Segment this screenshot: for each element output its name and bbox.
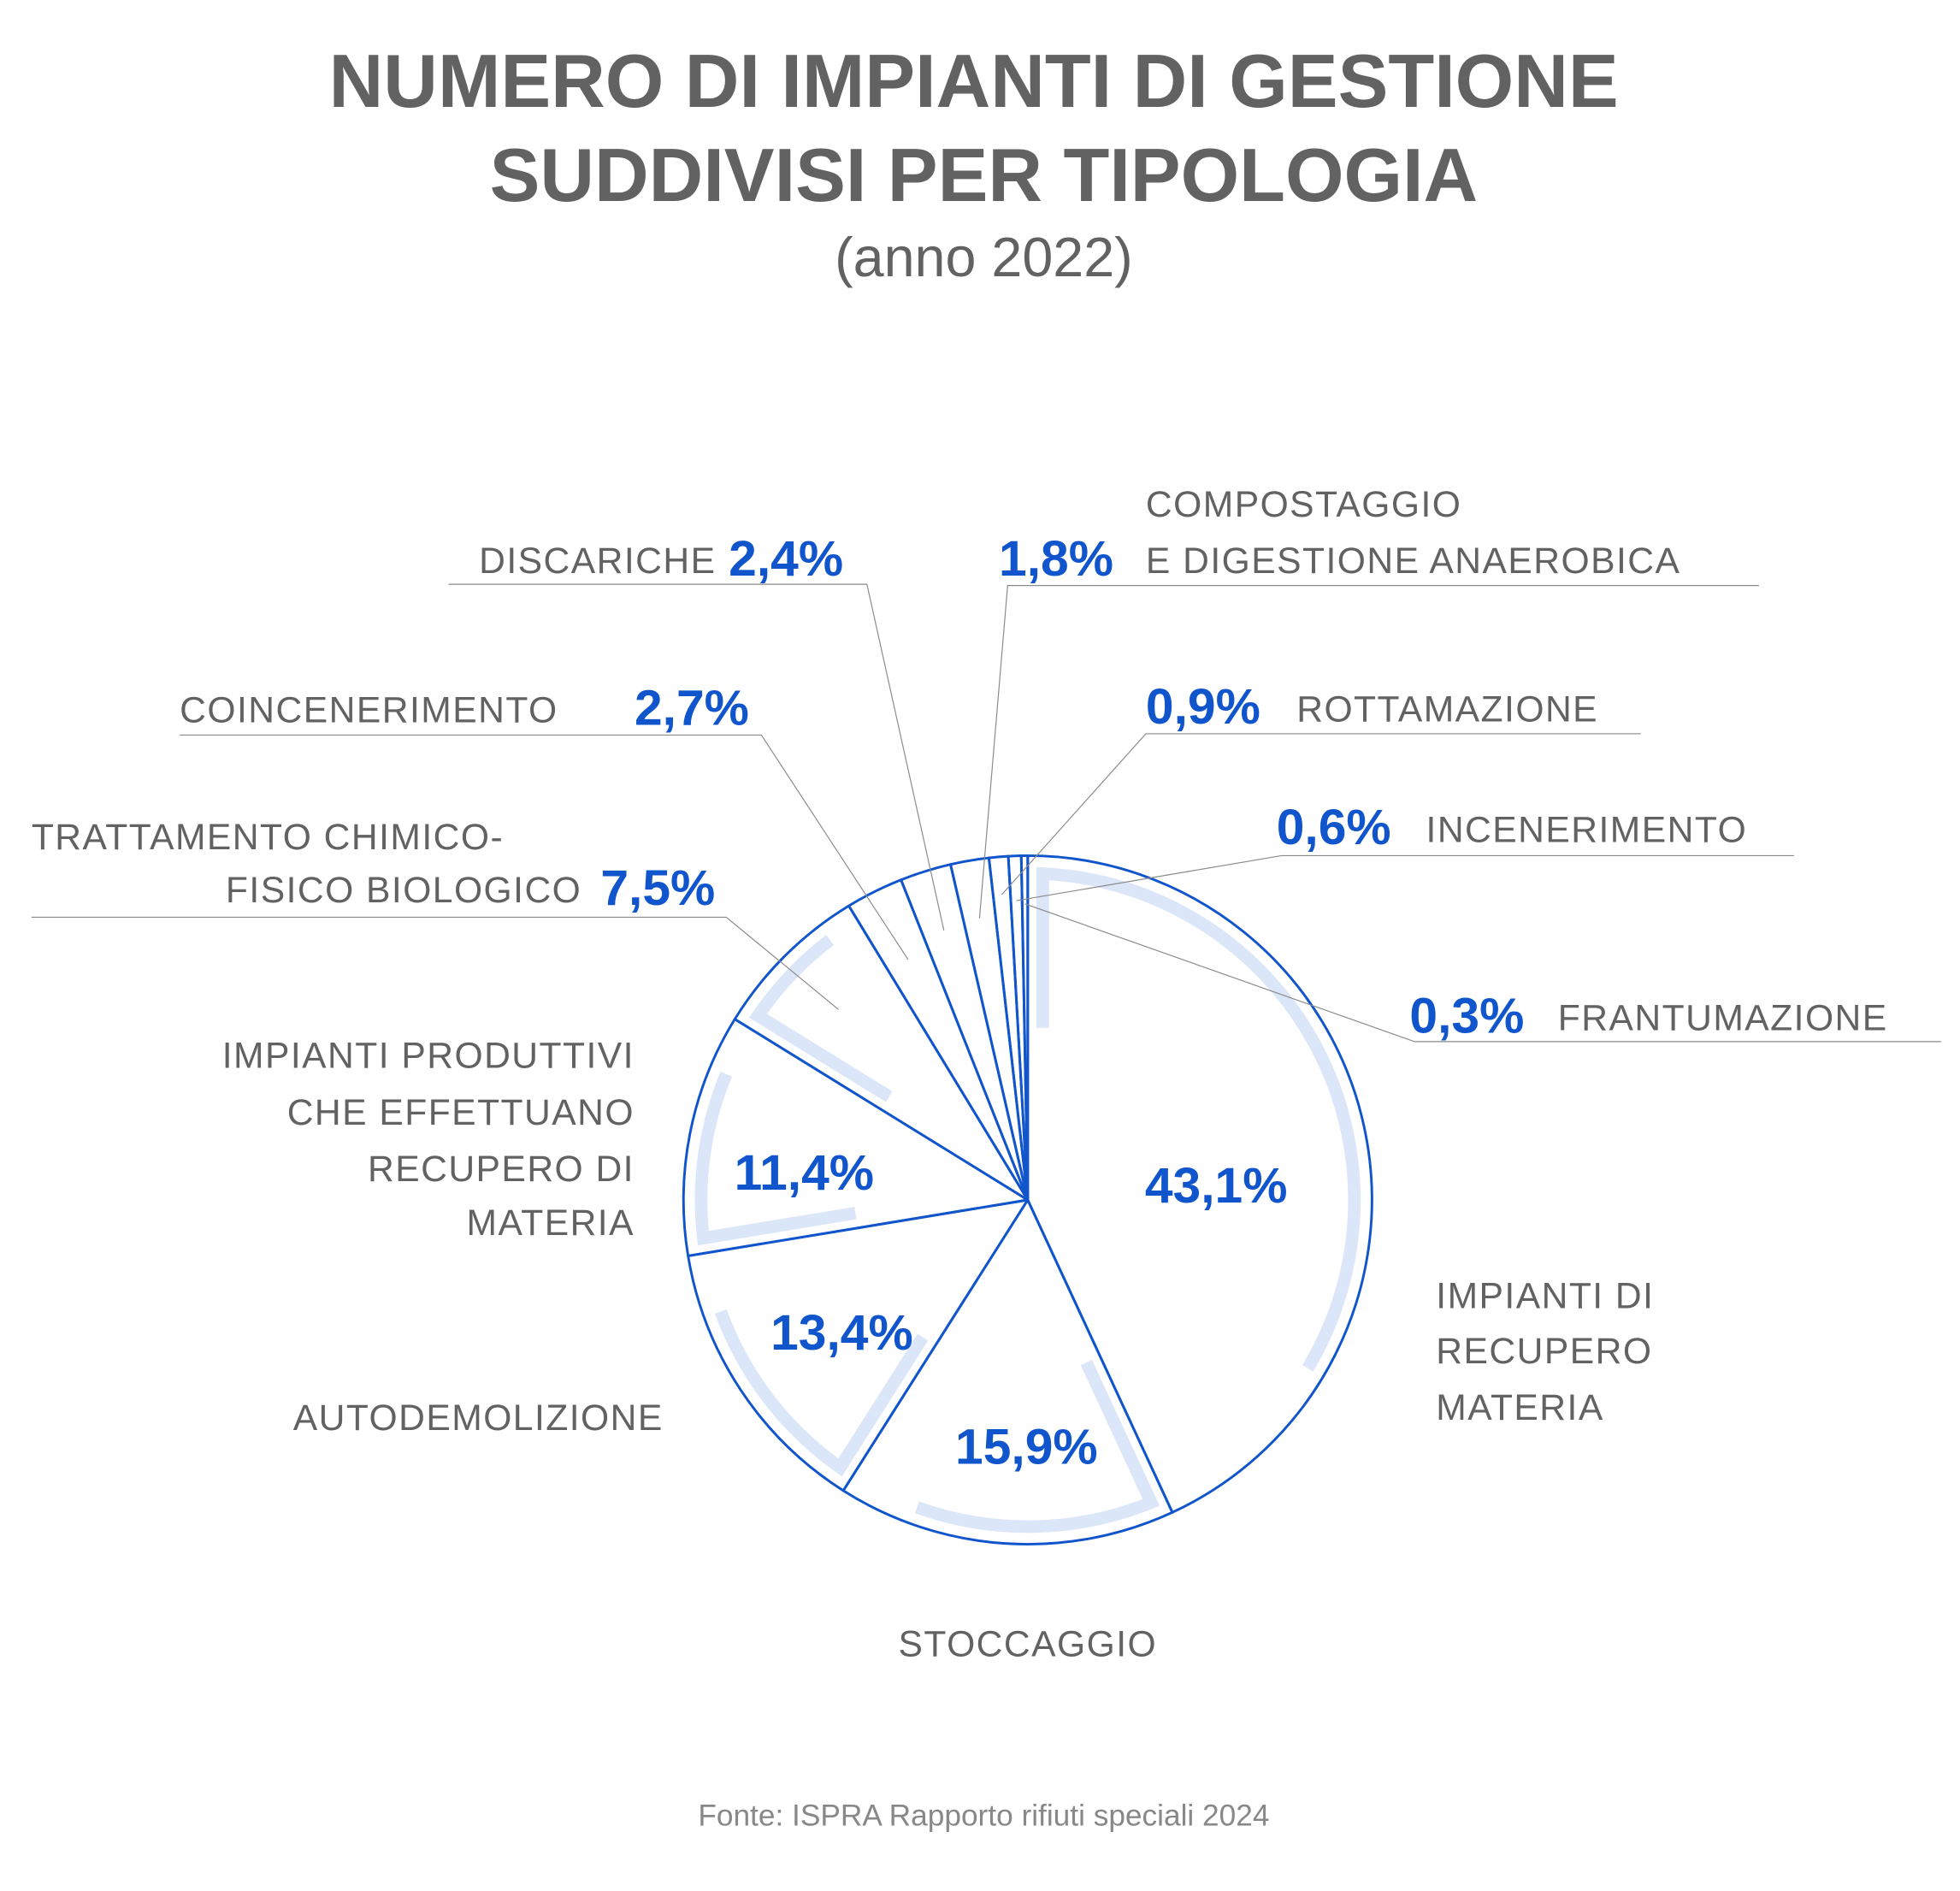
pie-slice	[847, 878, 1030, 1202]
svg-text:COINCENERIMENTO: COINCENERIMENTO	[180, 690, 558, 731]
svg-text:MATERIA: MATERIA	[1436, 1387, 1603, 1428]
pie-slice	[687, 1198, 1030, 1492]
pie-slice	[1019, 854, 1030, 1202]
pct-label-impianti-produttivi: 11,4%	[735, 1145, 874, 1201]
svg-text:0,9%: 0,9%	[1146, 679, 1260, 735]
svg-text:7,5%: 7,5%	[600, 860, 715, 916]
svg-text:IMPIANTI PRODUTTIVI: IMPIANTI PRODUTTIVI	[222, 1036, 635, 1077]
svg-text:FRANTUMAZIONE: FRANTUMAZIONE	[1558, 998, 1888, 1039]
pie-slice	[949, 856, 1030, 1202]
svg-text:2,7%: 2,7%	[635, 681, 749, 736]
svg-text:DISCARICHE: DISCARICHE	[479, 541, 716, 582]
chart-title-line2: SUDDIVISI PER TIPOLOGIA	[490, 133, 1479, 217]
leader-line	[978, 585, 1759, 919]
pie-slice	[733, 904, 1030, 1202]
svg-text:INCENERIMENTO: INCENERIMENTO	[1426, 809, 1748, 850]
label-discariche: DISCARICHE 2,4%	[479, 531, 843, 587]
label-compostaggio: 1,8% COMPOSTAGGIO E DIGESTIONE ANAEROBIC…	[999, 484, 1680, 587]
pie-slice	[841, 1198, 1174, 1545]
svg-text:FISICO BIOLOGICO: FISICO BIOLOGICO	[226, 870, 582, 911]
slice-highlight	[748, 935, 893, 1102]
label-coincenerimento: COINCENERIMENTO 2,7%	[180, 681, 749, 736]
label-autodemolizione: AUTODEMOLIZIONE	[293, 1398, 664, 1439]
svg-text:RECUPERO DI: RECUPERO DI	[368, 1149, 635, 1190]
label-impianti-produttivi: IMPIANTI PRODUTTIVI CHE EFFETTUANO RECUP…	[222, 1036, 635, 1244]
label-frantumazione: 0,3% FRANTUMAZIONE	[1409, 989, 1888, 1044]
svg-text:E DIGESTIONE ANAEROBICA: E DIGESTIONE ANAEROBICA	[1146, 541, 1681, 582]
svg-text:0,3%: 0,3%	[1409, 989, 1524, 1044]
svg-text:TRATTAMENTO CHIMICO-: TRATTAMENTO CHIMICO-	[32, 817, 504, 858]
slice-highlight	[694, 1072, 857, 1246]
leader-line	[448, 583, 945, 931]
svg-text:2,4%: 2,4%	[729, 531, 843, 587]
label-stoccaggio: STOCCAGGIO	[899, 1623, 1158, 1664]
slice-highlight	[714, 1309, 929, 1477]
chart-subtitle: (anno 2022)	[835, 226, 1133, 288]
svg-text:MATERIA: MATERIA	[467, 1203, 635, 1244]
pct-label-stoccaggio: 15,9%	[955, 1420, 1098, 1475]
svg-text:COMPOSTAGGIO: COMPOSTAGGIO	[1146, 484, 1461, 525]
leader-line	[180, 734, 909, 960]
leader-line	[31, 916, 839, 1010]
leader-line	[1001, 733, 1641, 895]
pie-slice	[1026, 854, 1373, 1514]
leader-line	[1024, 903, 1941, 1043]
chart-title-line1: NUMERO DI IMPIANTI DI GESTIONE	[329, 38, 1619, 123]
svg-text:ROTTAMAZIONE: ROTTAMAZIONE	[1296, 688, 1598, 730]
svg-text:IMPIANTI DI: IMPIANTI DI	[1436, 1275, 1654, 1316]
label-trattamento: TRATTAMENTO CHIMICO- FISICO BIOLOGICO 7,…	[32, 817, 715, 916]
label-incenerimento: 0,6% INCENERIMENTO	[1277, 800, 1748, 855]
svg-text:RECUPERO: RECUPERO	[1436, 1331, 1652, 1372]
svg-text:0,6%: 0,6%	[1277, 800, 1391, 855]
leader-line	[1016, 854, 1794, 901]
pie-slice	[682, 1018, 1030, 1257]
svg-text:CHE EFFETTUANO: CHE EFFETTUANO	[287, 1092, 635, 1133]
source-note: Fonte: ISPRA Rapporto rifiuti speciali 2…	[698, 1799, 1269, 1833]
pct-label-recupero-materia: 43,1%	[1145, 1158, 1288, 1214]
pct-label-autodemolizione: 13,4%	[770, 1305, 913, 1361]
label-recupero-materia: IMPIANTI DI RECUPERO MATERIA	[1436, 1275, 1654, 1428]
slice-highlight	[914, 1359, 1160, 1533]
label-rottamazione: 0,9% ROTTAMAZIONE	[1146, 679, 1598, 735]
slice-highlight	[1036, 866, 1361, 1372]
svg-text:1,8%: 1,8%	[999, 531, 1113, 587]
